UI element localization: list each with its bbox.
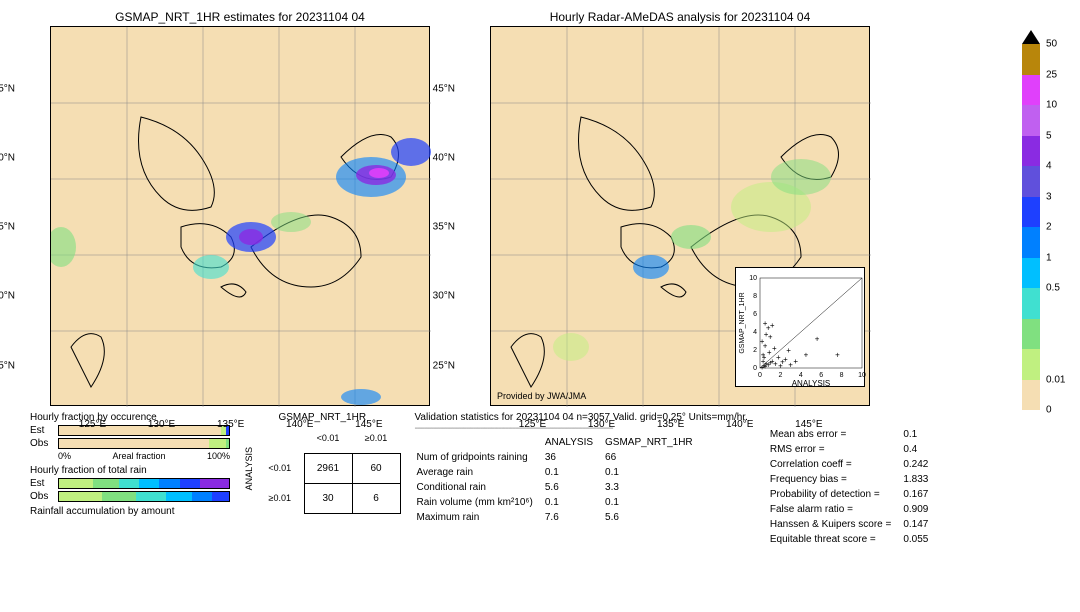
svg-text:ANALYSIS: ANALYSIS <box>792 379 831 388</box>
svg-text:+: + <box>768 333 773 342</box>
svg-text:+: + <box>793 357 798 366</box>
obs-label2: Obs <box>30 491 54 502</box>
contingency-row-label: ANALYSIS <box>244 447 254 490</box>
svg-text:+: + <box>772 344 777 353</box>
stats-header: Validation statistics for 20231104 04 n=… <box>415 412 748 423</box>
svg-text:+: + <box>763 319 768 328</box>
map-canvas-right: 25°N30°N35°N40°N45°N 125°E130°E135°E140°… <box>490 26 870 406</box>
stats-block: Validation statistics for 20231104 04 n=… <box>415 412 1071 548</box>
c00: 2961 <box>304 453 352 483</box>
svg-text:0: 0 <box>758 372 762 379</box>
map-canvas-left: 25°N30°N35°N40°N45°N 125°E130°E135°E140°… <box>50 26 430 406</box>
svg-text:GSMAP_NRT_1HR: GSMAP_NRT_1HR <box>739 292 746 353</box>
c11: 6 <box>352 483 400 513</box>
svg-text:+: + <box>815 334 820 343</box>
scale-min: 0% <box>58 451 71 461</box>
colorbar-body: 502510543210.50.010 <box>1022 44 1072 410</box>
est-row-tot: Est <box>30 478 230 489</box>
svg-text:10: 10 <box>749 275 757 282</box>
scores-table: Mean abs error =0.1RMS error =0.4Correla… <box>768 426 940 548</box>
est-row-occ: Est <box>30 425 230 436</box>
scale-max: 100% <box>207 451 230 461</box>
obs-bar-tot <box>58 491 230 502</box>
est-label: Est <box>30 425 54 436</box>
svg-text:+: + <box>770 321 775 330</box>
rh0: <0.01 <box>256 453 304 483</box>
maps-row: GSMAP_NRT_1HR estimates for 20231104 04 <box>0 0 1080 406</box>
occurrence-title: Hourly fraction by occurence <box>30 412 230 423</box>
stats-col0: ANALYSIS <box>545 436 603 449</box>
rh1: ≥0.01 <box>256 483 304 513</box>
colorbar-arrow-icon <box>1022 30 1040 44</box>
svg-text:+: + <box>762 353 767 362</box>
svg-text:8: 8 <box>840 372 844 379</box>
c01: 60 <box>352 453 400 483</box>
svg-text:+: + <box>786 346 791 355</box>
svg-text:2: 2 <box>753 347 757 354</box>
svg-text:+: + <box>780 358 785 367</box>
svg-text:+: + <box>835 351 840 360</box>
svg-text:4: 4 <box>799 372 803 379</box>
svg-text:+: + <box>804 351 809 360</box>
svg-text:8: 8 <box>753 293 757 300</box>
colorbar: 502510543210.50.010 <box>1022 30 1072 410</box>
svg-text:10: 10 <box>858 372 866 379</box>
fraction-block: Hourly fraction by occurence Est Obs 0% … <box>30 412 230 519</box>
svg-text:4: 4 <box>753 329 757 336</box>
svg-text:6: 6 <box>819 372 823 379</box>
obs-row-occ: Obs <box>30 438 230 449</box>
map-title-left: GSMAP_NRT_1HR estimates for 20231104 04 <box>50 10 430 24</box>
obs-bar-occ <box>58 438 230 449</box>
map-panel-right: Hourly Radar-AMeDAS analysis for 2023110… <box>490 10 870 406</box>
areal-label: Areal fraction <box>112 451 165 461</box>
svg-text:6: 6 <box>753 311 757 318</box>
scatter-inset: ++++++++++++++++++++++++++++++0246810024… <box>735 267 865 387</box>
c10: 30 <box>304 483 352 513</box>
accum-title: Rainfall accumulation by amount <box>30 506 230 517</box>
svg-text:2: 2 <box>778 372 782 379</box>
stats-table: ANALYSIS GSMAP_NRT_1HR Num of gridpoints… <box>415 434 705 526</box>
obs-label: Obs <box>30 438 54 449</box>
est-label2: Est <box>30 478 54 489</box>
attribution-text: Provided by JWA/JMA <box>497 391 586 401</box>
est-bar-tot <box>58 478 230 489</box>
svg-text:+: + <box>764 330 769 339</box>
map-panel-left: GSMAP_NRT_1HR estimates for 20231104 04 <box>50 10 430 406</box>
occ-scale: 0% Areal fraction 100% <box>30 451 230 461</box>
scatter-plot: ++++++++++++++++++++++++++++++0246810024… <box>736 268 866 388</box>
map-svg-left <box>51 27 431 407</box>
stats-col1: GSMAP_NRT_1HR <box>605 436 703 449</box>
svg-text:0: 0 <box>753 365 757 372</box>
map-title-right: Hourly Radar-AMeDAS analysis for 2023110… <box>490 10 870 24</box>
total-rain-title: Hourly fraction of total rain <box>30 465 230 476</box>
obs-row-tot: Obs <box>30 491 230 502</box>
